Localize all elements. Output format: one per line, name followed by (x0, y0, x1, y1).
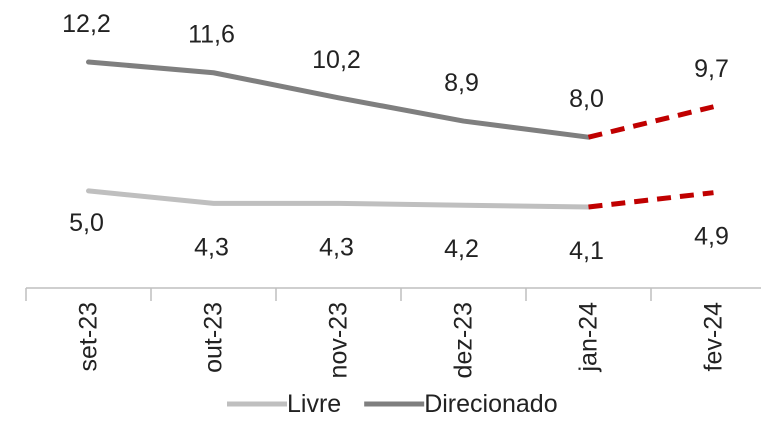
legend-label: Livre (287, 390, 341, 418)
series-lines (86, 59, 715, 210)
data-label-livre: 4,3 (319, 233, 354, 261)
series-line-livre (86, 188, 591, 210)
x-tick-label: set-23 (75, 302, 103, 371)
data-label-livre: 4,2 (444, 235, 479, 263)
data-label-direcionado: 8,0 (569, 85, 604, 113)
data-label-direcionado: 12,2 (62, 10, 111, 38)
data-label-livre: 4,3 (194, 233, 229, 261)
x-tick-labels: set-23 out-23 nov-23 dez-23 jan-24 fev-24 (75, 302, 728, 379)
series-line-direcionado (86, 59, 591, 140)
data-label-direcionado: 10,2 (312, 46, 361, 74)
projection-segment-livre (588, 190, 714, 210)
x-tick-label: out-23 (200, 302, 228, 373)
data-label-livre: 4,1 (569, 237, 604, 265)
legend-item-direcionado: Direcionado (364, 390, 558, 418)
data-label-direcionado: 11,6 (188, 21, 235, 49)
data-label-livre: 5,0 (69, 209, 104, 237)
x-axis (25, 287, 761, 301)
data-label-direcionado: 8,9 (444, 69, 479, 97)
data-label-livre: 4,9 (694, 223, 729, 251)
x-tick-label: dez-23 (450, 302, 478, 378)
legend: Livre Direcionado (227, 390, 558, 418)
data-label-direcionado: 9,7 (694, 55, 729, 83)
legend-label: Direcionado (424, 390, 557, 418)
projection-segment-direcionado (587, 104, 715, 140)
x-tick-label: fev-24 (700, 302, 728, 372)
x-tick-label: jan-24 (575, 302, 603, 373)
legend-item-livre: Livre (227, 390, 341, 418)
data-labels: 12,2 11,6 10,2 8,9 8,0 9,7 5,0 4,3 4,3 4,2 4,1 4,9 (62, 10, 729, 265)
x-tick-label: nov-23 (325, 302, 353, 378)
